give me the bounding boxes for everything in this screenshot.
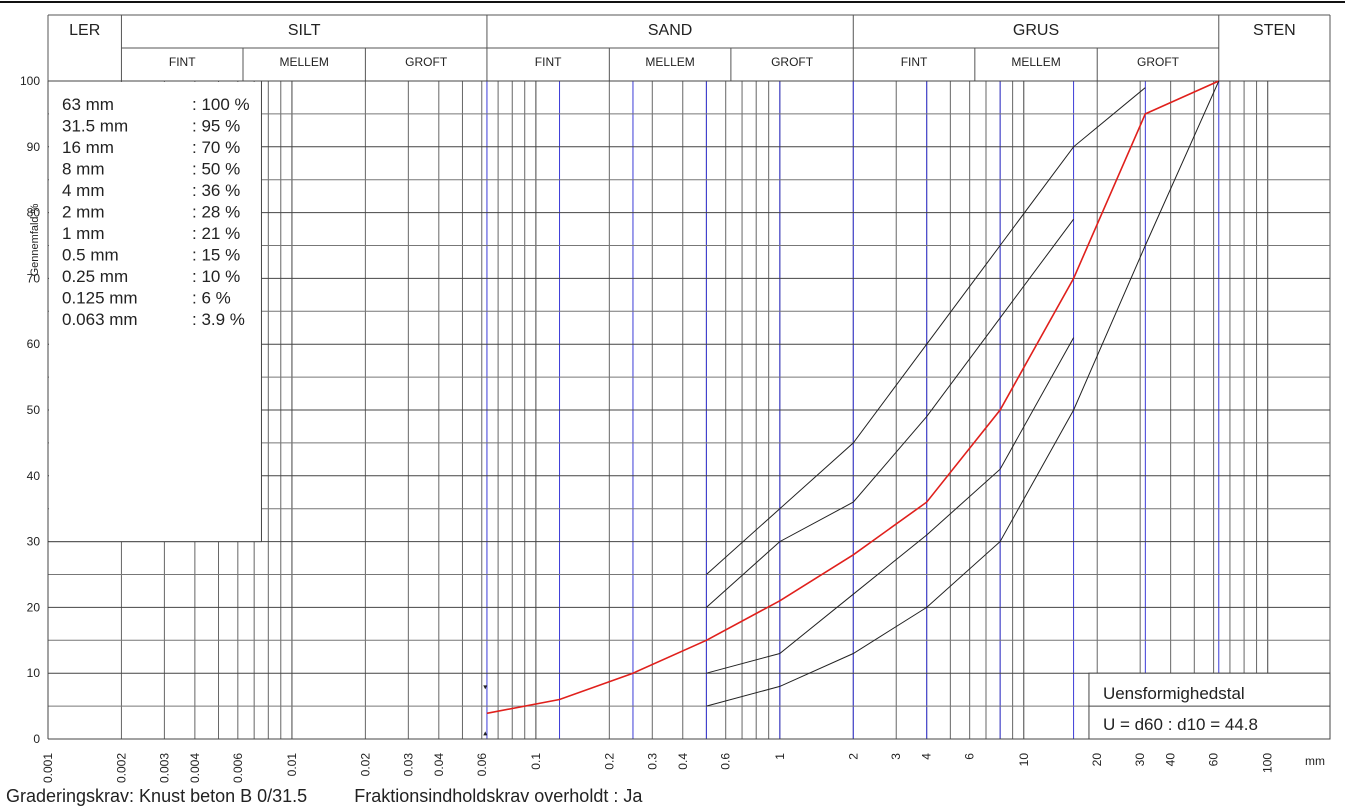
result-size: 2 mm <box>62 203 105 222</box>
result-pass: : 10 % <box>192 267 240 286</box>
y-axis-label: Gennemfald % <box>29 203 41 276</box>
x-tick-label: 20 <box>1090 753 1104 767</box>
result-size: 8 mm <box>62 160 105 179</box>
x-tick-label: 0.06 <box>475 753 489 777</box>
x-tick-label: 30 <box>1133 753 1147 767</box>
x-tick-label: 100 <box>1261 753 1275 773</box>
fraction-label-sand: SAND <box>648 22 692 39</box>
y-tick-label: 30 <box>27 535 41 549</box>
fraction-label-silt: SILT <box>288 22 321 39</box>
fraction-label-ler: LER <box>69 22 100 39</box>
sample-grading-curve <box>486 80 1220 715</box>
result-pass: : 15 % <box>192 246 240 265</box>
uniformity-value: U = d60 : d10 = 44.8 <box>1103 715 1258 734</box>
result-pass: : 6 % <box>192 289 231 308</box>
grading-limit-curve <box>706 337 1075 674</box>
subfraction-label-sand-mellem: MELLEM <box>645 55 694 69</box>
result-pass: : 36 % <box>192 181 240 200</box>
y-tick-label: 60 <box>27 337 41 351</box>
subfraction-label-silt-groft: GROFT <box>405 55 448 69</box>
grading-limit-curve <box>706 80 1220 707</box>
y-tick-label: 70 <box>27 271 41 285</box>
x-tick-label: 3 <box>889 753 903 760</box>
result-pass: : 95 % <box>192 117 240 136</box>
x-tick-label: 0.6 <box>719 753 733 770</box>
result-size: 31.5 mm <box>62 117 128 136</box>
grading-limit-curve <box>706 218 1075 608</box>
x-tick-label: 0.2 <box>602 753 616 770</box>
footer: Graderingskrav: Knust beton B 0/31.5 Fra… <box>6 786 642 807</box>
x-tick-label: 0.004 <box>188 753 202 783</box>
x-tick-label: 0.001 <box>41 753 55 783</box>
result-size: 16 mm <box>62 138 114 157</box>
y-tick-label: 0 <box>33 732 40 746</box>
result-size: 1 mm <box>62 224 105 243</box>
result-pass: : 21 % <box>192 224 240 243</box>
x-tick-label: 0.01 <box>285 753 299 777</box>
x-tick-label: 4 <box>920 753 934 760</box>
grading-limit-curve <box>706 87 1146 575</box>
result-size: 0.063 mm <box>62 310 138 329</box>
y-tick-label: 10 <box>27 666 41 680</box>
x-tick-label: 0.006 <box>231 753 245 783</box>
x-tick-label: 0.02 <box>358 753 372 777</box>
y-tick-label: 80 <box>27 206 41 220</box>
result-pass: : 3.9 % <box>192 310 245 329</box>
marker-down-arrow <box>483 685 488 690</box>
x-tick-label: 0.03 <box>401 753 415 777</box>
x-tick-label: 0.04 <box>432 753 446 777</box>
result-size: 0.25 mm <box>62 267 128 286</box>
x-unit-label: mm <box>1305 754 1325 768</box>
result-size: 0.5 mm <box>62 246 119 265</box>
result-size: 4 mm <box>62 181 105 200</box>
subfraction-label-sand-groft: GROFT <box>771 55 814 69</box>
grading-requirement: Graderingskrav: Knust beton B 0/31.5 <box>6 786 308 806</box>
y-tick-label: 50 <box>27 403 41 417</box>
x-tick-label: 0.1 <box>529 753 543 770</box>
x-tick-label: 1 <box>773 753 787 760</box>
fraction-label-sten: STEN <box>1253 22 1296 39</box>
x-tick-label: 6 <box>963 753 977 760</box>
y-tick-label: 90 <box>27 140 41 154</box>
subfraction-label-grus-mellem: MELLEM <box>1011 55 1060 69</box>
x-tick-label: 0.4 <box>676 753 690 770</box>
result-pass: : 50 % <box>192 160 240 179</box>
subfraction-label-grus-groft: GROFT <box>1137 55 1180 69</box>
x-tick-label: 10 <box>1017 753 1031 767</box>
uniformity-title: Uensformighedstal <box>1103 684 1245 703</box>
y-tick-label: 40 <box>27 469 41 483</box>
result-pass: : 28 % <box>192 203 240 222</box>
marker-up-arrow <box>483 731 488 736</box>
result-pass: : 100 % <box>192 95 250 114</box>
result-size: 63 mm <box>62 95 114 114</box>
x-tick-label: 40 <box>1164 753 1178 767</box>
x-tick-label: 0.002 <box>114 753 128 783</box>
subfraction-label-silt-fint: FINT <box>169 55 196 69</box>
result-size: 0.125 mm <box>62 289 138 308</box>
result-table-box <box>49 82 262 542</box>
y-tick-label: 100 <box>20 74 40 88</box>
subfraction-label-sand-fint: FINT <box>535 55 562 69</box>
subfraction-label-grus-fint: FINT <box>901 55 928 69</box>
fraction-requirement: Fraktionsindholdskrav overholdt : Ja <box>354 786 643 806</box>
x-tick-label: 2 <box>846 753 860 760</box>
x-tick-label: 0.3 <box>645 753 659 770</box>
fraction-label-grus: GRUS <box>1013 22 1059 39</box>
y-tick-label: 20 <box>27 600 41 614</box>
x-tick-label: 60 <box>1207 753 1221 767</box>
x-tick-label: 0.003 <box>157 753 171 783</box>
subfraction-label-silt-mellem: MELLEM <box>280 55 329 69</box>
result-pass: : 70 % <box>192 138 240 157</box>
